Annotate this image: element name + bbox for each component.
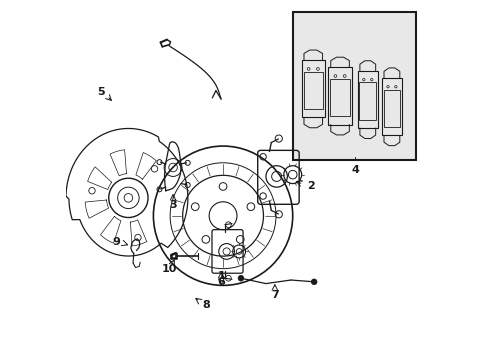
Bar	[329, 79, 349, 116]
Text: 2: 2	[306, 181, 314, 192]
Bar	[357, 71, 377, 128]
Bar	[301, 60, 324, 117]
Bar	[383, 90, 399, 127]
Bar	[359, 82, 375, 120]
Text: 6: 6	[217, 277, 225, 287]
Bar	[381, 78, 401, 135]
Text: 5: 5	[98, 87, 105, 97]
Text: 8: 8	[202, 300, 209, 310]
Text: 7: 7	[270, 290, 278, 300]
Text: 1: 1	[217, 271, 224, 281]
Text: 3: 3	[169, 201, 177, 210]
Circle shape	[238, 275, 244, 281]
Circle shape	[311, 279, 316, 285]
Text: 4: 4	[350, 165, 359, 175]
Bar	[328, 67, 351, 125]
Text: 9: 9	[113, 237, 121, 247]
Bar	[292, 12, 415, 160]
Bar	[303, 72, 323, 109]
Text: 10: 10	[161, 264, 176, 274]
